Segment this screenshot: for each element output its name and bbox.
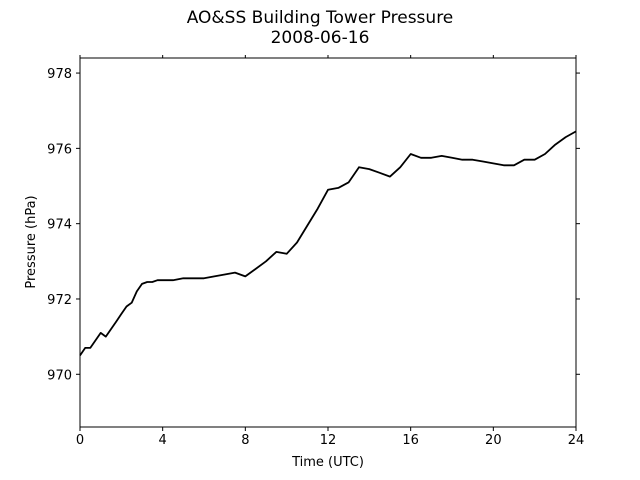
x-tick-label: 8 — [241, 433, 249, 448]
x-tick-label: 4 — [159, 433, 167, 448]
y-axis-label: Pressure (hPa) — [24, 195, 39, 288]
chart-subtitle: 2008-06-16 — [270, 28, 370, 48]
chart-title: AO&SS Building Tower Pressure — [186, 8, 454, 28]
y-tick-label: 978 — [47, 67, 72, 82]
y-tick-label: 976 — [47, 142, 72, 157]
x-tick-label: 12 — [320, 433, 337, 448]
x-tick-label: 0 — [76, 433, 84, 448]
y-tick-label: 972 — [47, 293, 72, 308]
x-tick-label: 16 — [402, 433, 419, 448]
y-tick-label: 974 — [47, 218, 72, 233]
y-tick-label: 970 — [47, 368, 72, 383]
x-axis-label: Time (UTC) — [291, 455, 364, 470]
x-tick-label: 20 — [485, 433, 502, 448]
plot-frame — [79, 57, 577, 428]
x-tick-label: 24 — [568, 433, 585, 448]
pressure-series-line — [79, 130, 577, 357]
